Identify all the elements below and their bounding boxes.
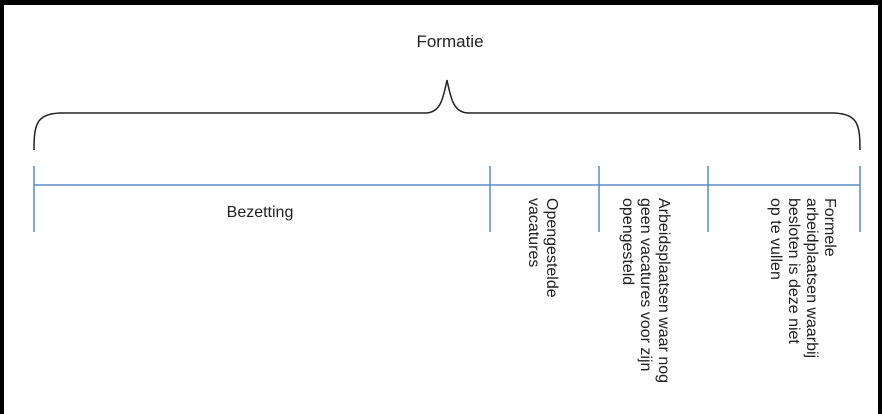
segment-label-bezetting: Bezetting <box>226 204 294 221</box>
curly-brace <box>33 79 861 151</box>
segment-label-arbeidsplaatsen-geen-vacatures: Arbeidsplaatsen waar nog geen vacatures … <box>619 198 672 384</box>
segment-label-formele-arbeidsplaatsen: Formele arbeidplaatsen waarbij besloten … <box>767 198 838 359</box>
diagram-title: Formatie <box>416 32 484 51</box>
segment-label-opengestelde-vacatures: Opengestelde vacatures <box>525 198 560 298</box>
